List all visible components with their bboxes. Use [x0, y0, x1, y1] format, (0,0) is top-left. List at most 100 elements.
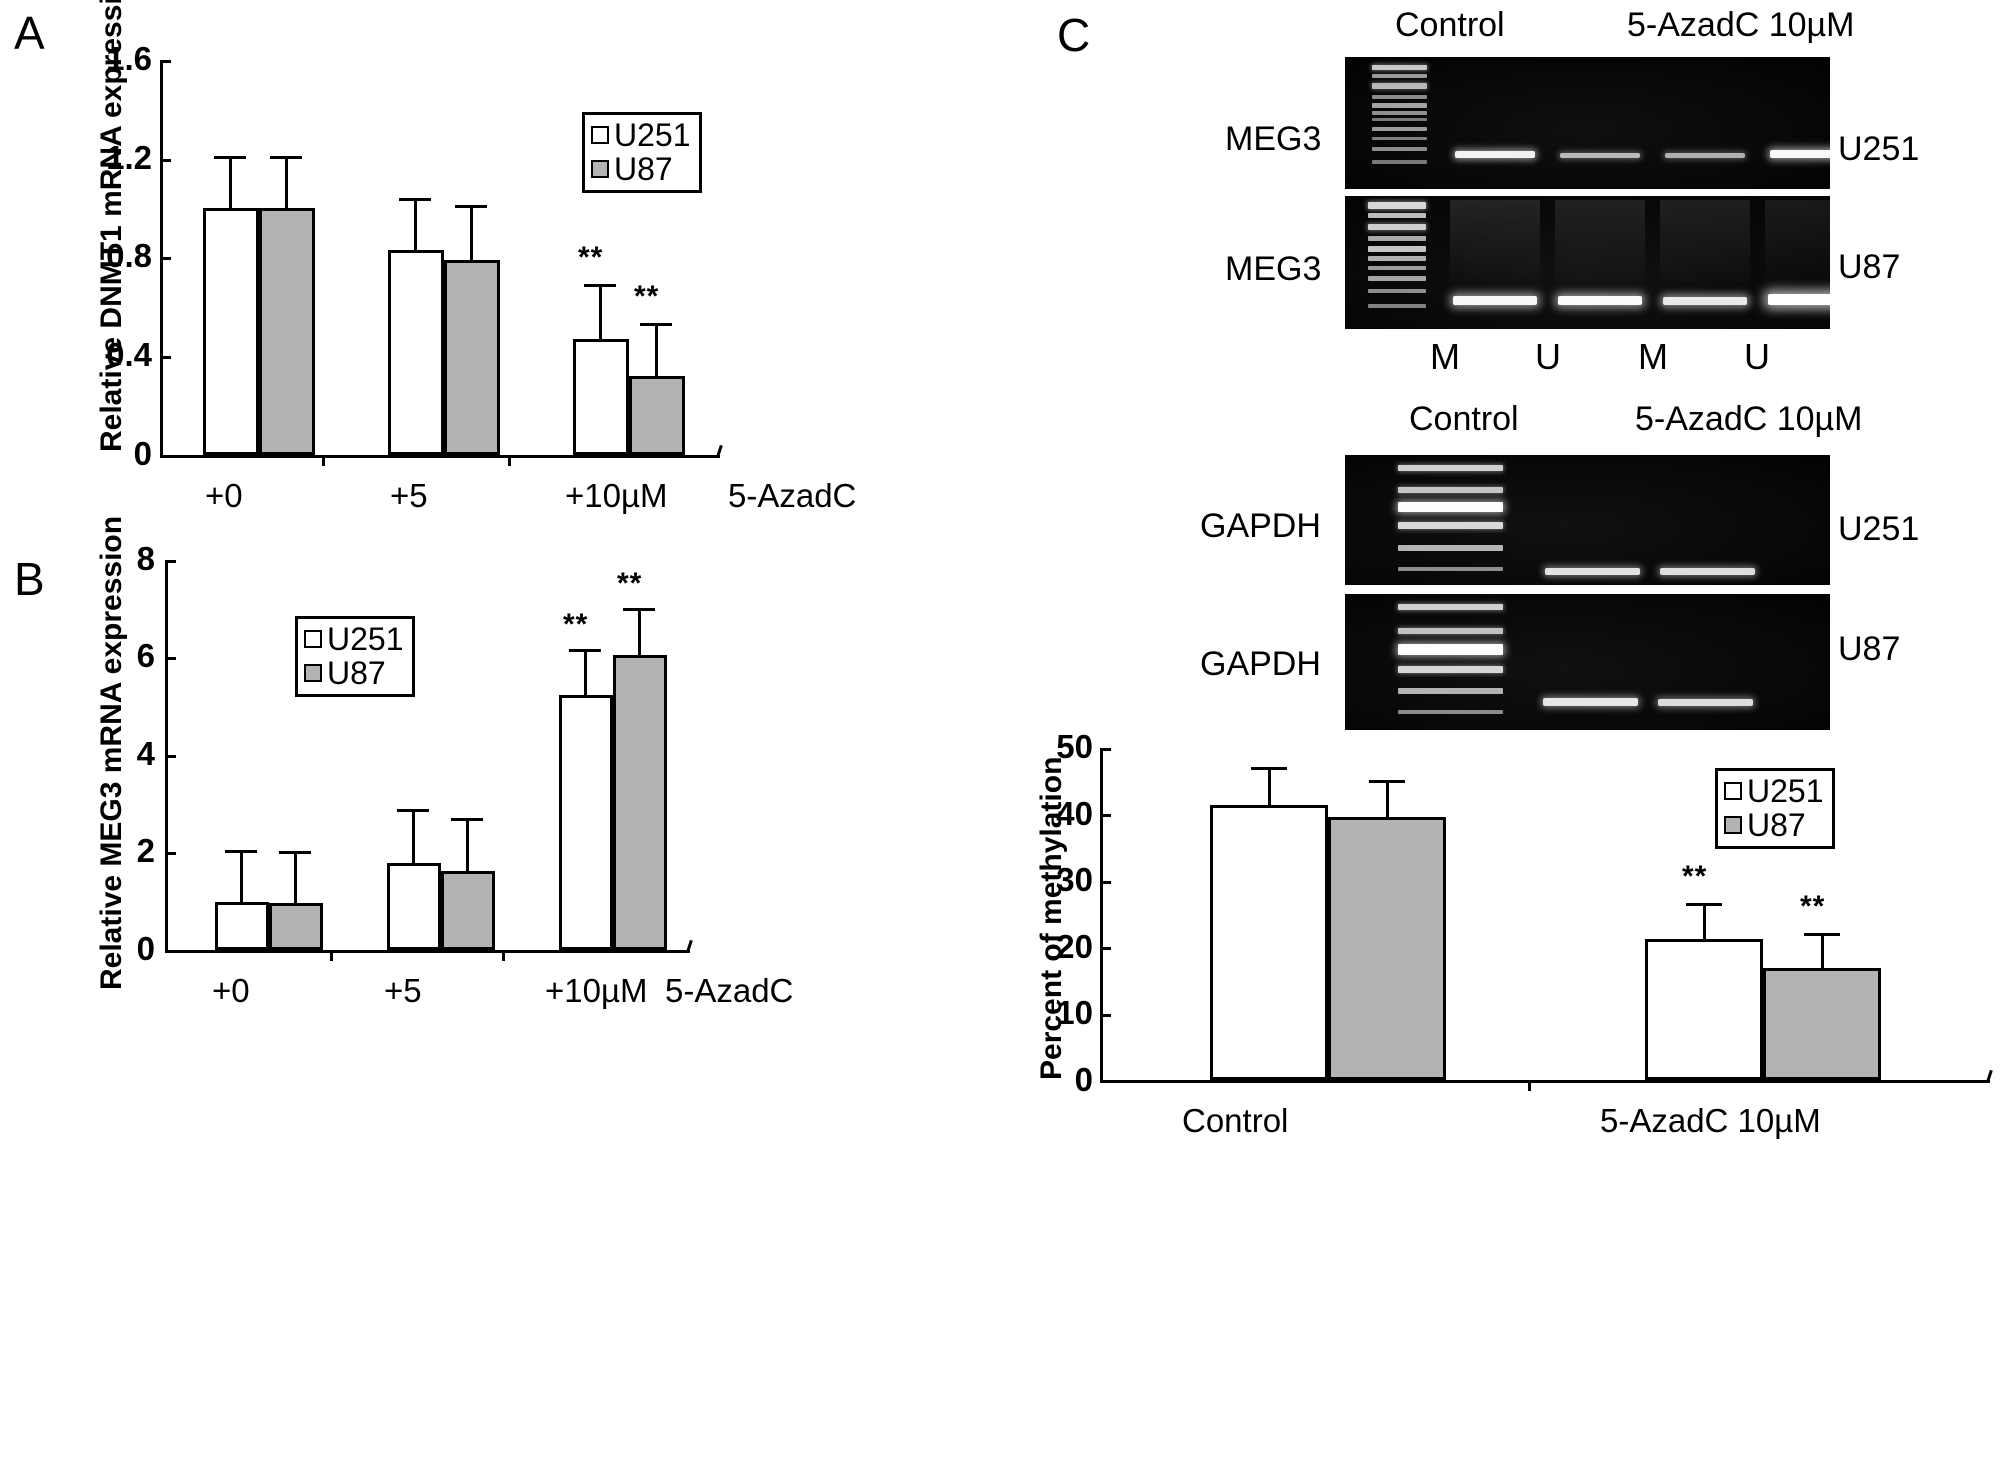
panel-b-significance-u251: **: [563, 608, 589, 641]
panel-c-gel-meg3-u251: [1345, 57, 1830, 189]
panel-c-ytick-30: [1100, 881, 1111, 884]
gel-band-meg3-u87-u2: [1768, 294, 1830, 305]
panel-b-error-u251-1: [412, 812, 415, 863]
panel-b-ytick-label-0: 0: [136, 930, 155, 967]
ladder-band: [1398, 644, 1503, 655]
panel-a-ytick-label-0: 0: [133, 435, 152, 472]
panel-c-ytick-40: [1100, 814, 1111, 817]
panel-c-bar-u87-treated: [1763, 968, 1881, 1080]
panel-c-x-axis: [1100, 1080, 1990, 1083]
panel-a-errorcap-u87-1: [455, 205, 487, 208]
panel-b-plot-area: ** **: [165, 560, 690, 950]
panel-a-ytick-label-1.2: 1.2: [106, 139, 152, 176]
ladder-band: [1372, 74, 1427, 78]
panel-a-ytick-label-1.6: 1.6: [106, 40, 152, 77]
panel-b-ytick-label-2: 2: [136, 832, 155, 869]
ladder-band: [1372, 160, 1427, 164]
legend-swatch-u87-icon: [304, 664, 322, 682]
panel-c-gel-meg3-u87: [1345, 196, 1830, 329]
panel-c-legend-label-u251: U251: [1747, 773, 1824, 809]
legend-swatch-u87-icon: [591, 160, 609, 178]
ladder-band: [1398, 522, 1503, 529]
panel-a-error-u87-1: [470, 208, 473, 260]
panel-c-ytick-label-30: 30: [1056, 861, 1093, 898]
panel-b-bar-u87-2: [613, 655, 667, 950]
panel-c-gapdh-gene-label-1: GAPDH: [1200, 507, 1321, 545]
panel-c-xlabel-treated: 5-AzadC 10µM: [1600, 1102, 1821, 1139]
panel-b: Relative MEG3 mRNA expression 8 6 4 2 0: [0, 516, 1000, 1300]
ladder-band: [1372, 103, 1427, 108]
legend-swatch-u251-icon: [1724, 782, 1742, 800]
panel-c-msp-cell-label-1: U251: [1838, 130, 1920, 168]
gel-smear: [1450, 200, 1540, 290]
panel-c-plot-area: ** **: [1100, 748, 1990, 1080]
ladder-band: [1368, 224, 1426, 230]
gel-band-gapdh-u251-control: [1545, 568, 1640, 575]
ladder-band: [1368, 246, 1426, 252]
panel-b-bar-u87-0: [269, 903, 323, 950]
panel-b-error-u87-2: [638, 611, 641, 655]
panel-c-error-u251-treated: [1703, 906, 1706, 939]
panel-a-ytick-label-0.4: 0.4: [106, 336, 152, 373]
panel-b-errorcap-u251-2: [569, 649, 601, 652]
ladder-band: [1372, 111, 1427, 115]
panel-b-ytick-4: [165, 755, 176, 758]
panel-c-bar-u87-control: [1328, 817, 1446, 1080]
ladder-band: [1398, 628, 1503, 634]
panel-a-bar-u87-2: [629, 376, 685, 455]
panel-c-significance-u251: **: [1682, 860, 1708, 893]
ladder-band: [1372, 65, 1427, 70]
gel-noise-overlay: [1345, 57, 1830, 189]
ladder-band: [1398, 688, 1503, 694]
panel-a-errorcap-u251-0: [214, 156, 246, 159]
panel-c-ytick-label-0: 0: [1074, 1061, 1093, 1098]
panel-a-x-axis: [160, 455, 720, 458]
panel-a-ytick-0.8: [160, 257, 171, 260]
panel-a-xtick-1: [322, 455, 325, 466]
gel-band-meg3-u251-u2: [1770, 150, 1830, 158]
ladder-band: [1368, 304, 1426, 308]
panel-c-errorcap-u251-control: [1251, 767, 1287, 770]
ladder-band: [1372, 95, 1427, 99]
gel-band-meg3-u87-m1: [1453, 296, 1537, 305]
panel-c-letter: C: [1057, 9, 1091, 61]
panel-b-legend-item-u251: U251: [304, 623, 404, 655]
panel-a: Relative DNMT1 mRNA expression 1.6 1.2 0…: [0, 0, 1000, 540]
gel-band-gapdh-u87-treated: [1658, 699, 1753, 706]
panel-c: Control 5-AzadC 10µM MEG3 U251 MEG3 U87: [1000, 0, 2008, 1481]
panel-c-significance-u87: **: [1800, 890, 1826, 923]
panel-c-methylation-chart: Percent of methylation 50 40 30 20 10 0: [1000, 728, 2008, 1140]
panel-a-error-u251-0: [229, 159, 232, 208]
panel-b-ytick-2: [165, 852, 176, 855]
ladder-band: [1372, 147, 1427, 151]
panel-c-gel-gapdh-u251: [1345, 455, 1830, 585]
panel-a-ytick-1.6: [160, 60, 171, 63]
panel-b-ytick-label-6: 6: [136, 637, 155, 674]
panel-c-msp-header-control: Control: [1395, 6, 1505, 44]
panel-c-ytick-50: [1100, 748, 1111, 751]
panel-a-errorcap-u87-0: [270, 156, 302, 159]
panel-a-significance-u251: **: [578, 241, 604, 274]
panel-c-msp-gene-label-1: MEG3: [1225, 120, 1322, 158]
panel-c-gapdh-gene-label-2: GAPDH: [1200, 645, 1321, 683]
legend-swatch-u251-icon: [304, 630, 322, 648]
ladder-band: [1372, 118, 1427, 121]
panel-b-errorcap-u87-1: [451, 818, 483, 821]
gel-band-meg3-u87-m2: [1663, 297, 1747, 305]
panel-c-ytick-label-40: 40: [1056, 795, 1093, 832]
panel-a-ytick-1.2: [160, 159, 171, 162]
panel-c-y-axis: [1100, 748, 1103, 1082]
panel-a-plot-area: ** **: [160, 60, 720, 455]
panel-c-legend-item-u87: U87: [1724, 809, 1824, 841]
panel-b-error-u251-2: [584, 652, 587, 695]
panel-a-errorcap-u251-2: [584, 284, 616, 287]
panel-c-legend-label-u87: U87: [1747, 807, 1806, 843]
panel-c-ytick-label-10: 10: [1056, 994, 1093, 1031]
ladder-band: [1398, 567, 1503, 571]
panel-b-letter: B: [14, 553, 45, 605]
gel-band-meg3-u87-u1: [1558, 296, 1642, 305]
panel-b-bar-u251-2: [559, 695, 613, 950]
panel-c-ytick-10: [1100, 1014, 1111, 1017]
gel-band-meg3-u251-u1: [1560, 153, 1640, 158]
panel-c-errorcap-u87-treated: [1804, 933, 1840, 936]
